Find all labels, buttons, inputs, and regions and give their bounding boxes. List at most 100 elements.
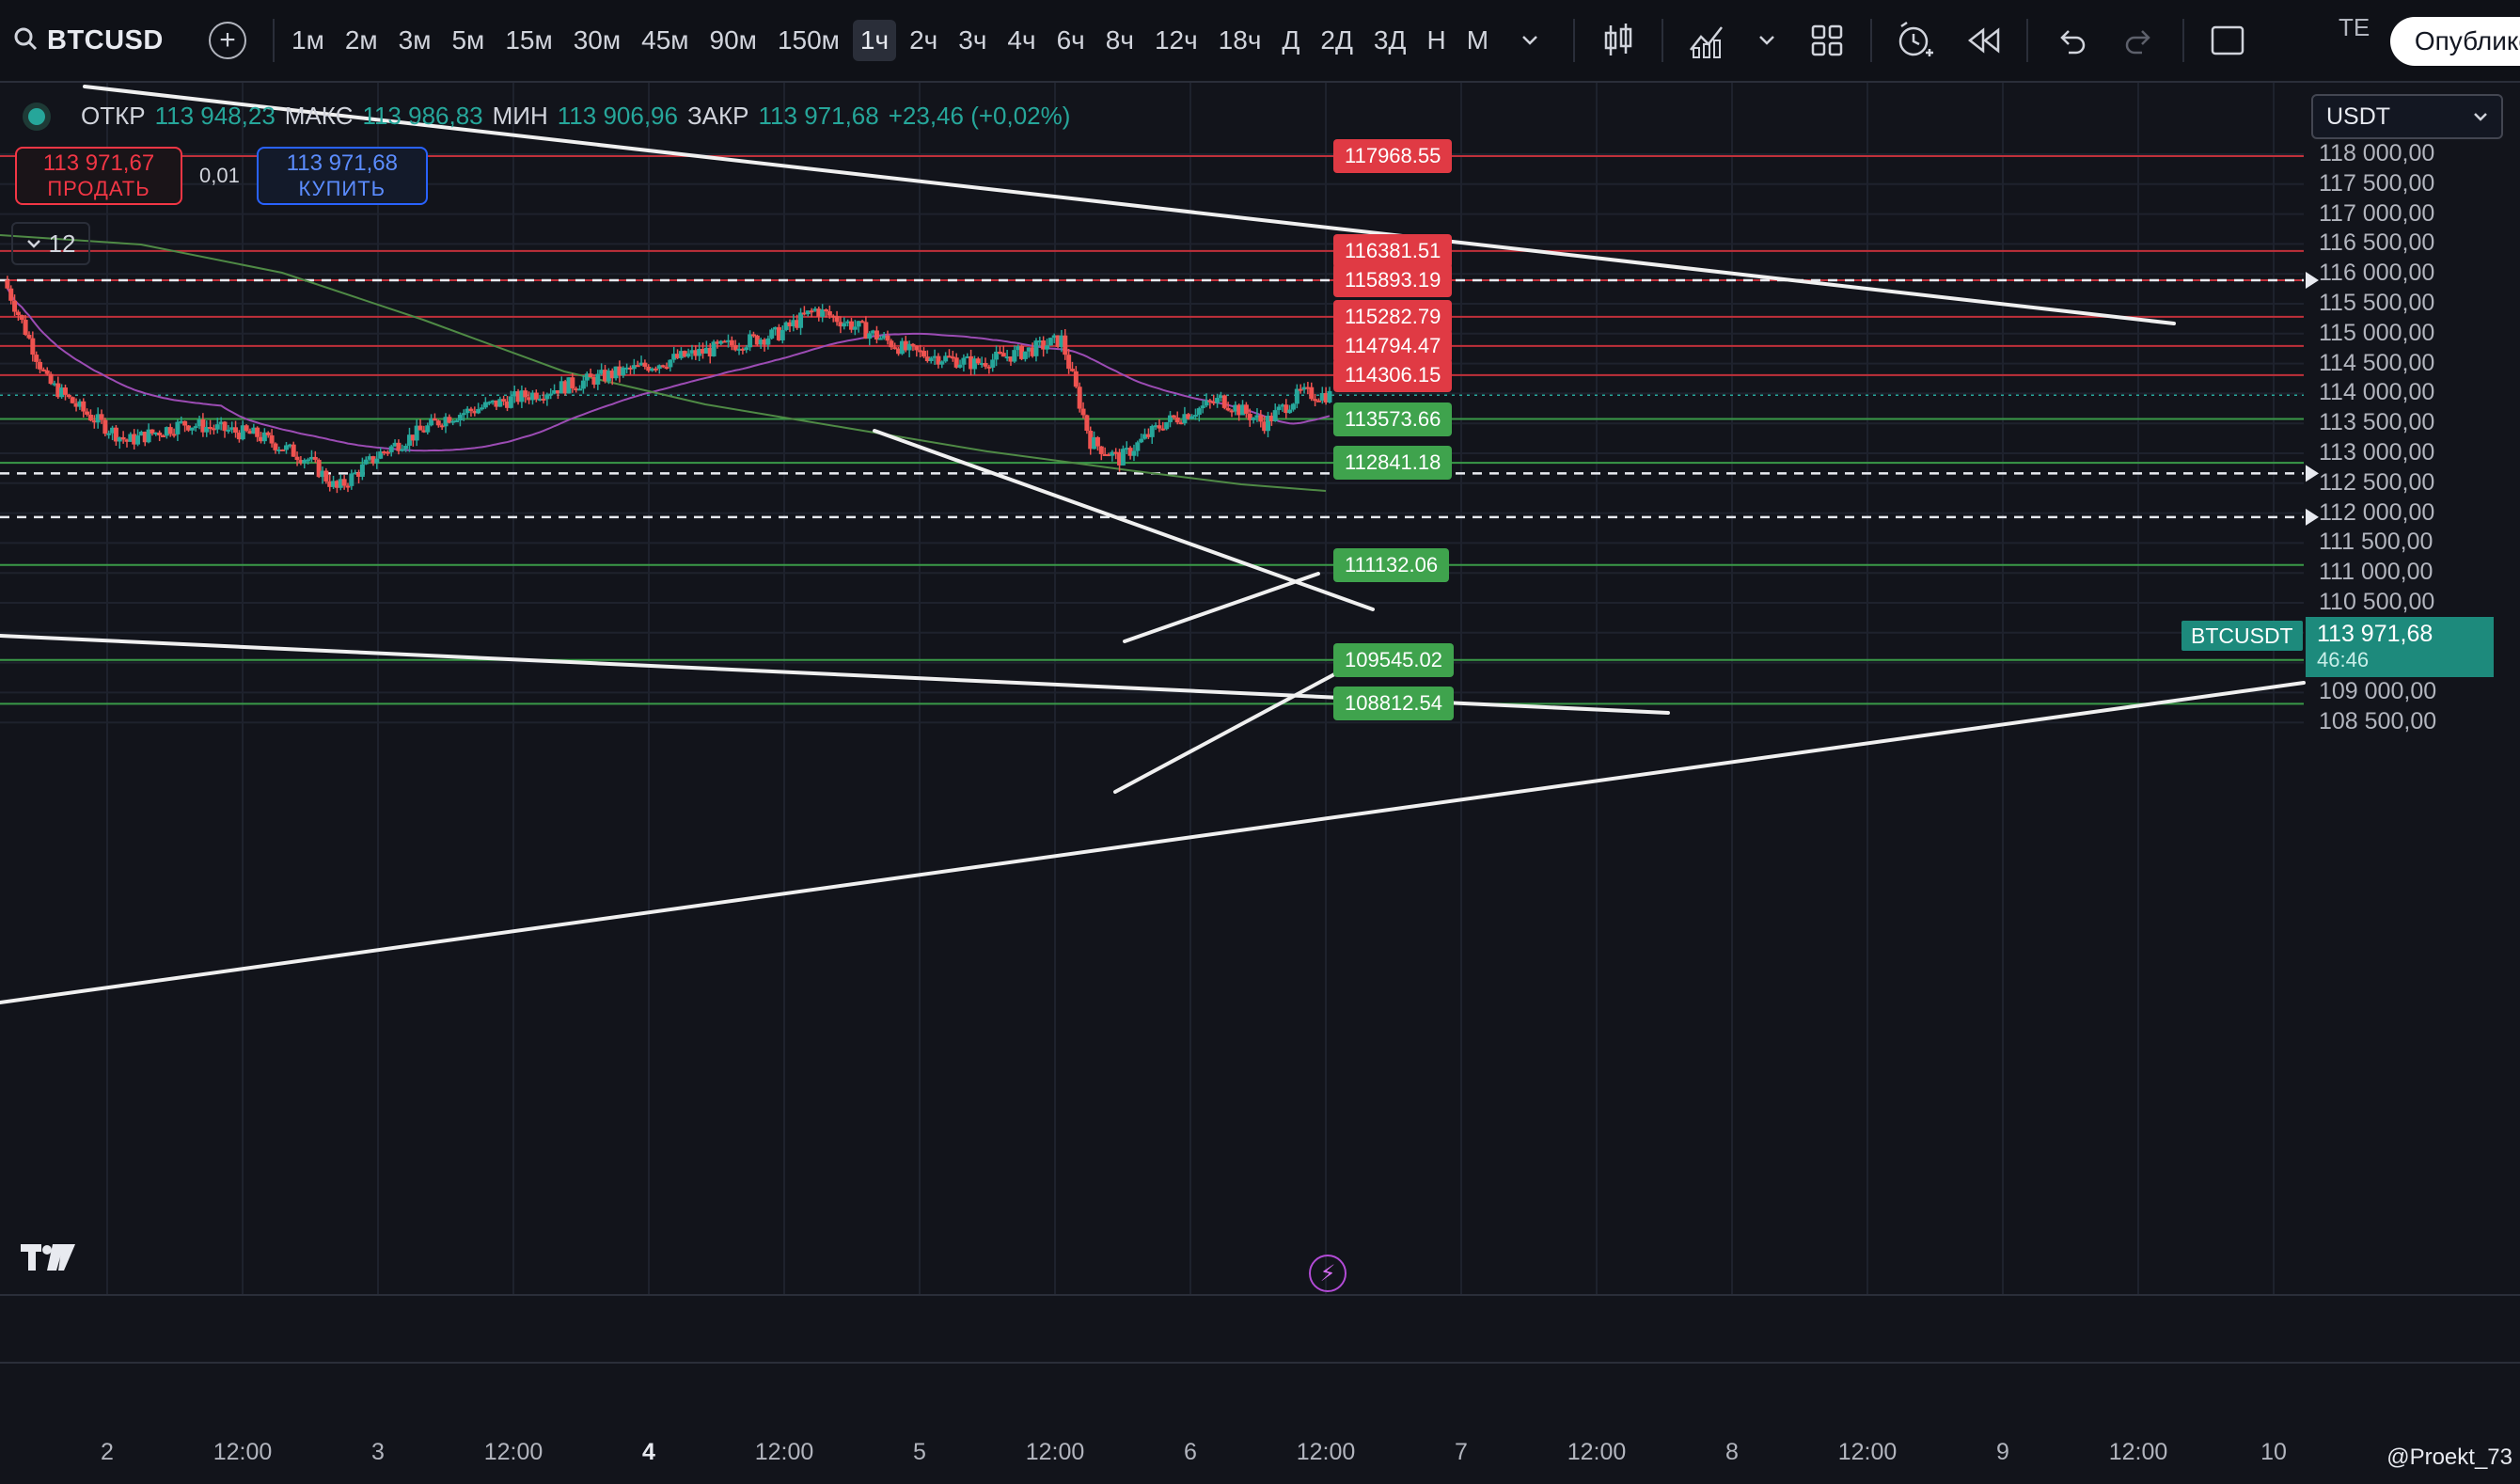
time-tick-12: 8 [1725,1439,1739,1465]
undo-icon[interactable] [2051,20,2092,61]
candle-body [77,401,83,407]
candle-body [932,355,937,358]
candle-body [969,355,974,370]
candle-body [827,310,832,316]
price-chart[interactable] [0,83,2520,1305]
chevron-down-icon[interactable] [1746,20,1788,61]
candle-body [504,401,510,408]
timeframe-7[interactable]: 90м [709,25,757,55]
candle-body [150,429,155,434]
candle-body [334,481,339,488]
timeframe-5[interactable]: 30м [573,25,622,55]
currency-select[interactable]: USDT [2311,94,2503,139]
chevron-down-icon[interactable] [1509,20,1551,61]
timeframe-13[interactable]: 6ч [1056,25,1085,55]
level-tag-3[interactable]: 115282.79 [1333,299,1453,334]
candle-body [308,456,314,460]
candle-body [936,355,941,365]
candle-body [1233,404,1238,412]
level-tag-8[interactable]: 111132.06 [1333,547,1450,582]
level-tag-1[interactable]: 116381.51 [1333,233,1453,268]
level-tag-7[interactable]: 112841.18 [1333,446,1453,481]
timeframe-8[interactable]: 150м [777,25,840,55]
candle-body [867,333,873,339]
timeframe-18[interactable]: 2Д [1320,25,1353,55]
time-axis[interactable]: 2 12:00 3 12:00 4 12:00 5 12:00 6 12:00 7 12:00 8 12:… [0,1362,2520,1484]
level-tag-6[interactable]: 113573.66 [1333,402,1453,436]
candle-body [52,383,57,386]
bolt-icon[interactable]: ⚡ [1309,1255,1347,1292]
add-symbol-button[interactable]: + [209,22,246,59]
candle-body [627,367,633,370]
time-tick-1: 12:00 [213,1439,273,1465]
timeframe-0[interactable]: 1м [291,25,324,55]
candle-body [1022,351,1028,359]
candle-body [1131,450,1137,456]
level-tag-0[interactable]: 117968.55 [1333,139,1453,173]
timeframe-10[interactable]: 2ч [909,25,938,55]
candle-body [12,300,18,312]
redo-icon[interactable] [2118,20,2160,61]
timeframe-12[interactable]: 4ч [1007,25,1036,55]
change-value: +23,46 (+0,02%) [888,102,1071,130]
indicators-toggle[interactable]: 12 [11,222,90,265]
timeframe-14[interactable]: 8ч [1105,25,1134,55]
timeframe-16[interactable]: 18ч [1218,25,1262,55]
timeframe-15[interactable]: 12ч [1154,25,1198,55]
level-tag-2[interactable]: 115893.19 [1333,262,1453,297]
fullscreen-icon[interactable] [2207,20,2248,61]
candle-body [523,390,528,398]
level-tag-4[interactable]: 114794.47 [1333,328,1453,363]
candle-body [1323,393,1329,403]
candle-body [1055,335,1061,347]
alarm-add-icon[interactable] [1895,20,1936,61]
candle-body [197,419,202,427]
replay-icon[interactable] [1962,20,2004,61]
timeframe-9[interactable]: 1ч [852,20,897,61]
timeframe-6[interactable]: 45м [641,25,689,55]
candle-body [754,335,760,345]
candle-body [283,445,289,450]
level-tag-5[interactable]: 114306.15 [1333,357,1453,392]
candle-body [1258,415,1264,422]
candle-body [1178,422,1184,425]
timeframe-20[interactable]: Н [1426,25,1446,55]
level-tag-9[interactable]: 109545.02 [1333,642,1454,677]
candle-body [1247,413,1252,420]
candle-body [138,432,144,436]
candle-body [396,442,402,451]
timeframe-3[interactable]: 5м [451,25,485,55]
candle-body [349,473,354,486]
sell-button[interactable]: 113 971,67 ПРОДАТЬ [15,147,182,205]
publish-button[interactable]: Опублико [2389,17,2520,66]
candle-body [624,367,630,370]
timeframe-4[interactable]: 15м [505,25,553,55]
candle-body [896,348,902,355]
candle-body [1284,404,1289,414]
candles-icon[interactable] [1598,20,1639,61]
timeframe-17[interactable]: Д [1282,25,1300,55]
indicators-icon[interactable] [1686,20,1727,61]
candle-body [403,445,409,450]
level-tag-10[interactable]: 108812.54 [1333,687,1454,721]
symbol-search[interactable]: BTCUSD [0,25,192,56]
tradingview-logo[interactable] [21,1239,77,1282]
timeframe-1[interactable]: 2м [344,25,378,55]
price-tick-9: 113 500,00 [2319,409,2435,436]
buy-button[interactable]: 113 971,68 КУПИТЬ [256,147,428,205]
candle-body [863,322,869,339]
layout-grid-icon[interactable] [1806,20,1848,61]
timeframe-11[interactable]: 3ч [958,25,987,55]
bar-countdown: 46:46 [2317,648,2370,671]
candle-body [820,309,826,317]
timeframe-21[interactable]: М [1466,25,1489,55]
timeframe-19[interactable]: 3Д [1373,25,1407,55]
candle-body [1037,340,1043,343]
candle-body [1313,399,1318,402]
candle-body [527,397,532,401]
candle-body [642,362,648,367]
timeframe-2[interactable]: 3м [398,25,432,55]
candle-body [693,350,699,356]
candle-body [983,363,988,367]
candle-body [457,415,463,421]
